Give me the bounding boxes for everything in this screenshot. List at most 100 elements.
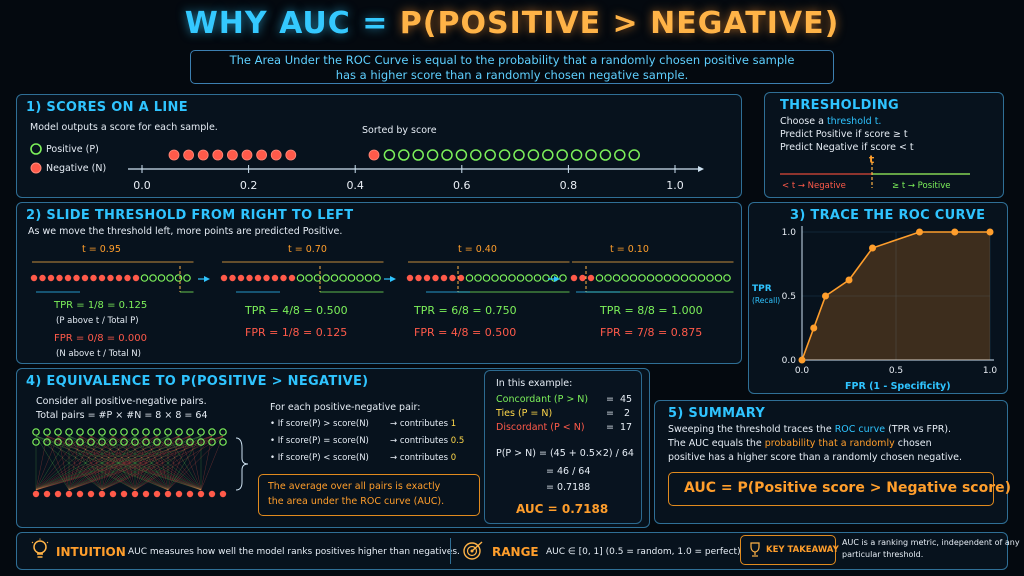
roc-point xyxy=(845,276,853,284)
slide-positive-dot xyxy=(482,274,491,282)
summary-line-3: positive has a higher score than a rando… xyxy=(668,452,962,463)
summary-formula: AUC = P(Positive score > Negative score) xyxy=(684,480,1012,496)
slide-negative-dot xyxy=(220,274,228,282)
pair-positive-dot xyxy=(219,428,227,436)
negative-dot xyxy=(241,149,253,161)
negative-dot xyxy=(197,149,209,161)
slide-positive-dot xyxy=(313,274,322,282)
pair-positive-dot xyxy=(208,428,216,436)
discordant-label: Discordant (P < N) xyxy=(496,422,585,433)
score-tick-label: 0.8 xyxy=(560,179,578,192)
pair-line xyxy=(35,435,136,491)
target-icon xyxy=(463,541,483,560)
calc-line-3: = 0.7188 xyxy=(546,482,591,493)
takeaway-box xyxy=(740,535,836,565)
roc-point xyxy=(986,228,994,236)
negative-dot xyxy=(227,149,238,161)
slide-negative-dot xyxy=(457,274,465,282)
pair-positive-dot xyxy=(109,438,117,446)
roc-panel xyxy=(748,202,1008,394)
roc-ylabel-main: TPR xyxy=(752,284,772,294)
footer-panel xyxy=(16,532,1008,570)
scores-title: 1) SCORES ON A LINE xyxy=(26,100,188,115)
positive-dot xyxy=(599,149,612,161)
pair-positive-dot xyxy=(54,428,62,436)
pair-positive-dot xyxy=(120,428,128,436)
negative-dot xyxy=(183,149,194,161)
auc-result: AUC = 0.7188 xyxy=(516,502,609,516)
slide-negative-dot xyxy=(246,274,253,282)
rule-3: • If score(P) < score(N) xyxy=(270,453,369,463)
summary-line-2: The AUC equals the probability that a ra… xyxy=(668,438,932,449)
pair-positive-dot xyxy=(87,438,95,446)
score-tick-label: 0.0 xyxy=(133,179,151,192)
slide-positive-dot xyxy=(499,274,508,282)
pair-line xyxy=(68,435,114,491)
slide-positive-dot xyxy=(714,274,723,282)
negative-dot xyxy=(256,149,268,161)
negative-dot xyxy=(270,149,282,161)
roc-ytick-label: 0.5 xyxy=(782,292,796,302)
slide-negative-dot xyxy=(415,274,422,282)
step-2-tpr: TPR = 4/8 = 0.500 xyxy=(245,304,348,317)
summary-panel xyxy=(654,400,1008,524)
pair-line xyxy=(68,435,169,491)
rule-2: • If score(P) = score(N) xyxy=(270,436,369,446)
scores-panel xyxy=(16,94,742,198)
slide-positive-dot xyxy=(723,274,731,282)
pair-positive-dot xyxy=(197,428,205,436)
slide-negative-dot xyxy=(406,274,414,282)
pair-line xyxy=(35,435,202,491)
score-tick-label: 0.4 xyxy=(346,179,364,192)
slide-positive-dot xyxy=(330,274,339,282)
slide-positive-dot xyxy=(525,274,533,282)
slide-positive-dot xyxy=(533,274,542,282)
roc-point xyxy=(916,228,923,236)
step-2-t: t = 0.70 xyxy=(288,244,327,255)
summary-title: 5) SUMMARY xyxy=(668,406,766,421)
concordant-value: 45 xyxy=(620,394,633,405)
slide-negative-dot xyxy=(423,274,431,282)
pair-positive-dot xyxy=(175,428,183,436)
intuition-text: AUC measures how well the model ranks po… xyxy=(128,547,460,557)
slide-positive-dot xyxy=(491,274,499,282)
pair-line xyxy=(167,435,191,491)
legend-negative-label: Negative (N) xyxy=(46,163,107,174)
pair-positive-dot xyxy=(153,428,161,436)
pair-line xyxy=(35,435,158,491)
negative-dot xyxy=(168,149,180,161)
pair-line xyxy=(101,435,136,491)
discordant-value: 17 xyxy=(620,422,633,433)
concordant-eq: = xyxy=(606,394,614,405)
subtitle-box: The Area Under the ROC Curve is equal to… xyxy=(190,50,834,84)
step-4-tpr: TPR = 8/8 = 1.000 xyxy=(600,304,703,317)
slide-negative-dot xyxy=(64,274,72,282)
footer-divider-1 xyxy=(450,538,451,564)
slide-negative-dot xyxy=(98,274,106,282)
pair-positive-dot xyxy=(76,438,84,446)
score-tick-label: 0.6 xyxy=(453,179,471,192)
slide-positive-dot xyxy=(629,274,638,282)
pair-line xyxy=(68,435,158,491)
legend-positive-dot xyxy=(30,143,42,155)
pair-line xyxy=(101,435,202,491)
pair-negative-dot xyxy=(76,490,84,498)
roc-point xyxy=(951,228,959,236)
average-line-2: the area under the ROC curve (AUC). xyxy=(268,496,445,507)
roc-chart: 0.0 0.5 1.0 0.0 0.5 1.0 xyxy=(782,226,997,376)
pair-line xyxy=(156,435,202,491)
positive-dot xyxy=(383,149,396,161)
pair-negative-dot xyxy=(153,490,161,498)
pair-positive-dot xyxy=(109,428,117,436)
threshold-diagram xyxy=(780,162,970,188)
pair-line xyxy=(68,435,103,491)
range-text: AUC ∈ [0, 1] (0.5 = random, 1.0 = perfec… xyxy=(546,547,741,557)
pair-negative-dot xyxy=(87,490,95,498)
pair-line xyxy=(35,435,59,491)
slide-negative-dot xyxy=(254,274,262,282)
subtitle-line-1: The Area Under the ROC Curve is equal to… xyxy=(229,53,795,67)
positive-dot xyxy=(542,149,554,161)
positive-dot xyxy=(570,149,583,161)
pair-positive-dot xyxy=(142,428,150,436)
slide-positive-dot xyxy=(680,274,689,282)
